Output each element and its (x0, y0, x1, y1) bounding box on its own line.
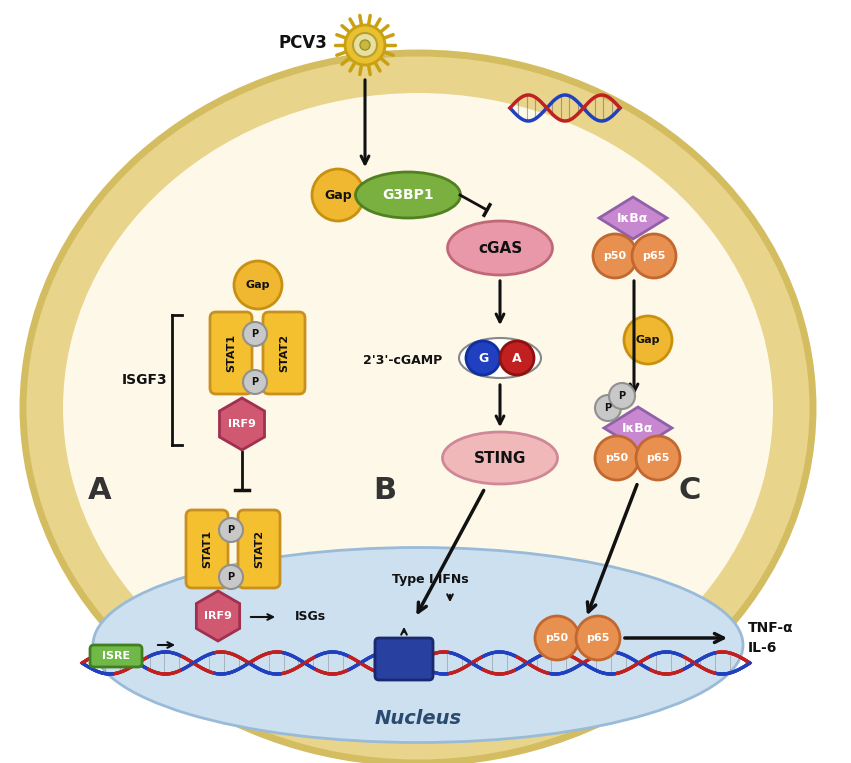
Text: A: A (512, 352, 522, 365)
Text: ISGF3: ISGF3 (122, 373, 167, 387)
Circle shape (360, 40, 370, 50)
Text: G3BP1: G3BP1 (382, 188, 434, 202)
Text: G: G (478, 352, 488, 365)
Text: P: P (227, 525, 235, 535)
Text: PCV3: PCV3 (278, 34, 327, 52)
Ellipse shape (448, 221, 552, 275)
Text: B: B (374, 475, 397, 504)
FancyBboxPatch shape (375, 638, 433, 680)
FancyBboxPatch shape (263, 312, 305, 394)
Text: STING: STING (474, 450, 526, 465)
Text: IRF9: IRF9 (228, 419, 256, 429)
Ellipse shape (459, 338, 541, 378)
Text: p50: p50 (603, 251, 626, 261)
Text: IL-6: IL-6 (748, 641, 777, 655)
Text: 2'3'-cGAMP: 2'3'-cGAMP (363, 353, 442, 366)
Text: Gap: Gap (636, 335, 660, 345)
Text: P: P (604, 403, 612, 413)
Circle shape (243, 370, 267, 394)
Ellipse shape (63, 93, 773, 723)
Polygon shape (197, 591, 240, 641)
FancyBboxPatch shape (186, 510, 228, 588)
Text: IκBα: IκBα (622, 421, 654, 434)
Circle shape (353, 33, 377, 57)
Text: p65: p65 (646, 453, 670, 463)
Ellipse shape (93, 548, 743, 742)
Text: P: P (619, 391, 625, 401)
Circle shape (243, 322, 267, 346)
Polygon shape (599, 197, 667, 239)
Circle shape (219, 518, 243, 542)
Text: p65: p65 (643, 251, 665, 261)
FancyBboxPatch shape (90, 645, 142, 667)
Text: Nucleus: Nucleus (374, 709, 461, 727)
Text: A: A (89, 475, 111, 504)
FancyBboxPatch shape (210, 312, 252, 394)
Text: STAT1: STAT1 (202, 530, 212, 568)
Text: STAT1: STAT1 (226, 334, 236, 372)
Text: IκBα: IκBα (617, 211, 648, 224)
Text: TNF-α: TNF-α (748, 621, 794, 635)
Ellipse shape (23, 53, 813, 763)
Text: p50: p50 (545, 633, 568, 643)
Text: Gap: Gap (324, 188, 351, 201)
Circle shape (609, 383, 635, 409)
Circle shape (345, 25, 385, 65)
Text: Type I IFNs: Type I IFNs (391, 574, 468, 587)
Text: P: P (251, 377, 259, 387)
Text: STAT2: STAT2 (254, 530, 264, 568)
Circle shape (576, 616, 620, 660)
Text: STAT2: STAT2 (279, 334, 289, 372)
Circle shape (466, 341, 500, 375)
Text: IRF9: IRF9 (204, 611, 232, 621)
Text: ISGs: ISGs (295, 610, 326, 623)
Text: C: C (679, 475, 701, 504)
Circle shape (624, 316, 672, 364)
Circle shape (595, 395, 621, 421)
Circle shape (219, 565, 243, 589)
Ellipse shape (356, 172, 460, 218)
Circle shape (593, 234, 637, 278)
Circle shape (312, 169, 364, 221)
Text: P: P (227, 572, 235, 582)
Polygon shape (220, 398, 265, 450)
Circle shape (500, 341, 534, 375)
Text: Gap: Gap (246, 280, 271, 290)
Circle shape (595, 436, 639, 480)
Circle shape (636, 436, 680, 480)
Circle shape (234, 261, 282, 309)
FancyBboxPatch shape (238, 510, 280, 588)
Circle shape (632, 234, 676, 278)
Polygon shape (604, 407, 672, 449)
Circle shape (535, 616, 579, 660)
Text: p50: p50 (605, 453, 629, 463)
Ellipse shape (443, 432, 557, 484)
Text: ISRE: ISRE (102, 651, 130, 661)
Text: p65: p65 (586, 633, 609, 643)
Text: cGAS: cGAS (478, 240, 523, 256)
Text: P: P (251, 329, 259, 339)
